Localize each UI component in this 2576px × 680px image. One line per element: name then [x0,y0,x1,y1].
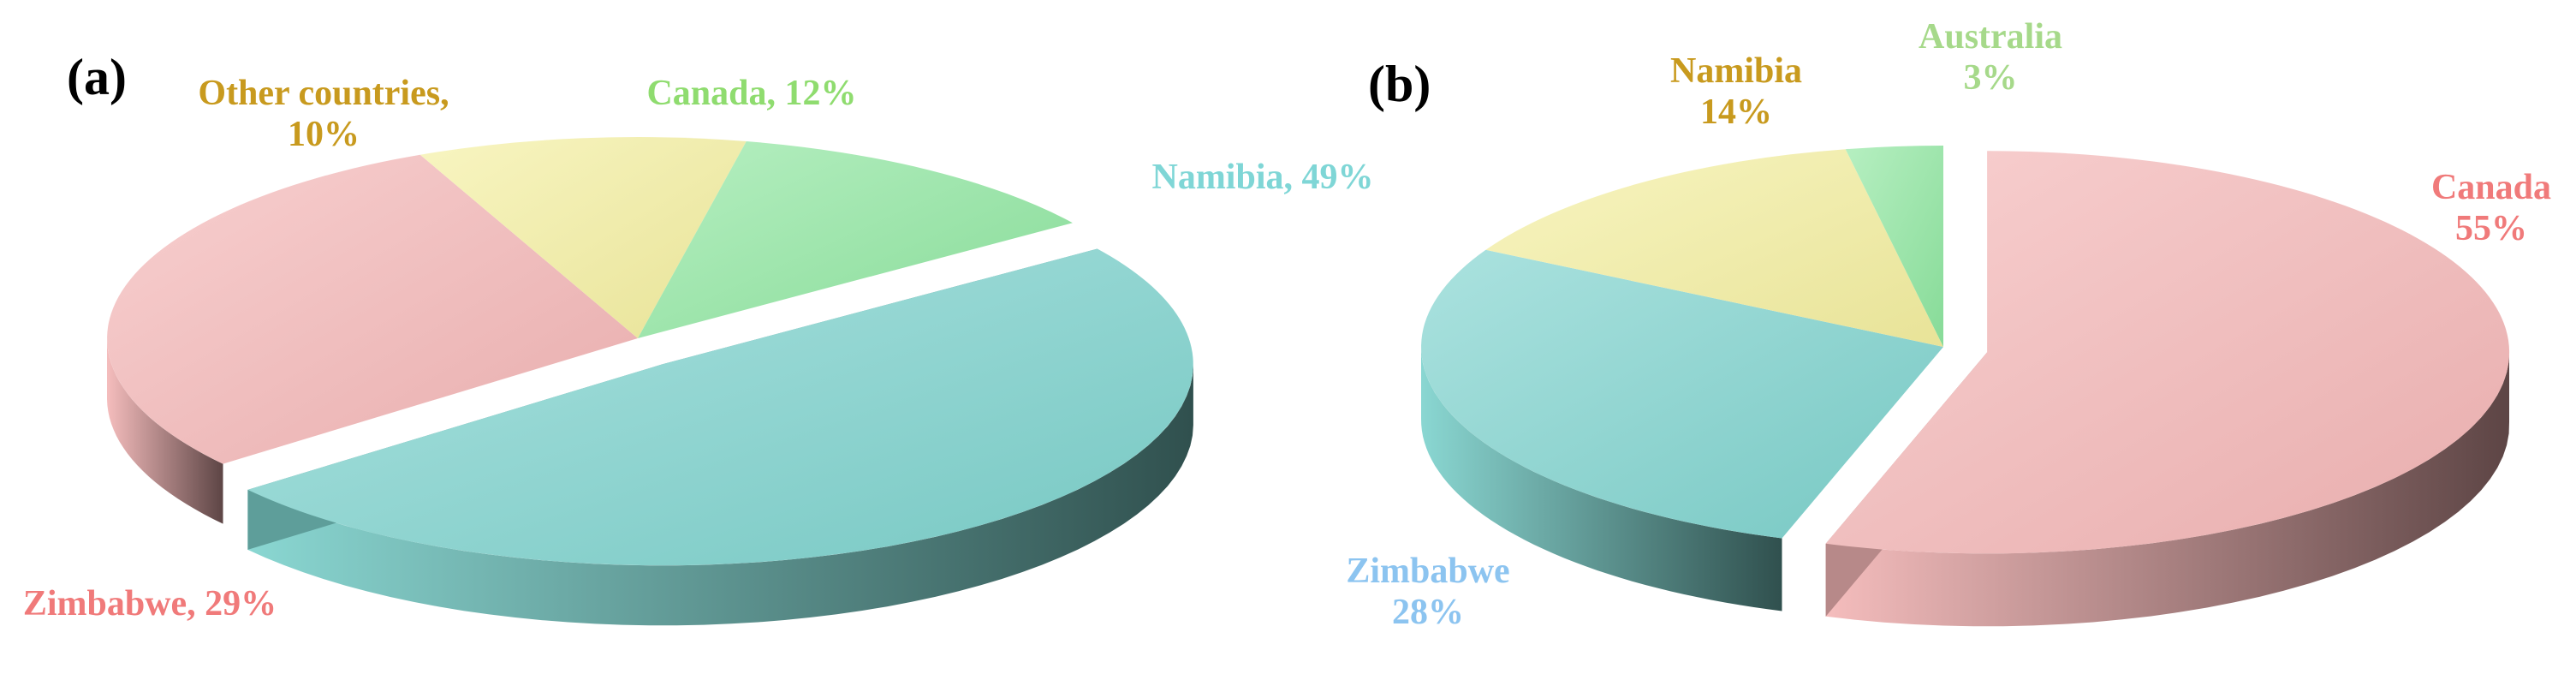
pie-b-top-zimbabwe [1421,249,1943,539]
pie-b-label-line: 3% [1964,58,2018,98]
pie-b-label-line: Australia [1919,17,2062,57]
pie-a-label-namibia: Namibia, 49% [1151,158,1373,197]
pie-b-label-australia: Australia 3% [1919,17,2062,98]
pie-b-slice-canada [1825,151,2510,627]
pie-a-label-canada: Canada, 12% [646,74,856,113]
pie-a-side-namibia [247,365,1193,626]
pie-b-side-zimbabwe [1421,346,1782,611]
pie-a-label-zimbabwe: Zimbabwe, 29% [23,584,277,623]
pie-a-top-canada [638,141,1073,338]
pie-b-slices [1421,146,2510,627]
pie-b-label-line: 55% [2455,209,2527,248]
pie-b-label-line: Canada [2431,168,2551,207]
pie-b-top-canada [1825,151,2510,554]
pie-a-slice-zimbabwe [107,154,639,524]
panel-label-b: (b) [1368,56,1431,112]
pie-a-labels: Namibia, 49% Zimbabwe, 29% Other countries… [23,74,1374,623]
panel-label-a: (a) [67,49,127,105]
pie-a-slice-namibia [247,248,1193,626]
pie-a-side-zimbabwe [107,339,223,524]
pie-b-label-line: 28% [1392,593,1464,632]
pie-b-slice-zimbabwe [1421,249,1943,611]
pie-a-top-zimbabwe [107,154,639,464]
pie-b-label-line: Namibia [1670,51,1802,91]
pie-b-label-line: Zimbabwe [1346,552,1509,591]
pie-b-top-namibia [1485,149,1943,347]
pie-a-slice-canada [638,141,1073,338]
pie-a-label-line: Zimbabwe, 29% [23,584,277,623]
pie-b-slice-namibia [1485,149,1943,347]
pie-chart-a: (a) Namibia, 49% Zimbabwe, 29% Other count… [23,49,1374,626]
pie-chart-b: (b) Canada 55% Zimbabwe 28% Namibia 14% Austra… [1346,17,2551,632]
pie-b-label-line: 14% [1700,92,1772,132]
pie-a-label-line: Canada, 12% [646,74,856,113]
pie-a-slices [107,137,1193,626]
pie-b-top-australia [1845,146,1943,347]
pie-a-top-other-countries [419,137,747,338]
pie-b-label-namibia: Namibia 14% [1670,51,1802,132]
pie-b-label-zimbabwe: Zimbabwe 28% [1346,552,1509,632]
pie-a-label-line: Namibia, 49% [1151,158,1373,197]
pie-a-label-other-countries: Other countries, 10% [198,74,449,154]
pie-b-labels: Canada 55% Zimbabwe 28% Namibia 14% Australia 3… [1346,17,2551,632]
pie-a-slice-other-countries [419,137,747,338]
pie-a-label-line: 10% [288,115,360,154]
pie-b-label-canada: Canada 55% [2431,168,2551,248]
pie-a-label-line: Other countries, [198,74,449,113]
pie-a-top-namibia [247,248,1193,566]
pie-b-slice-australia [1845,146,1943,347]
pie-b-side-canada [1825,349,2509,627]
